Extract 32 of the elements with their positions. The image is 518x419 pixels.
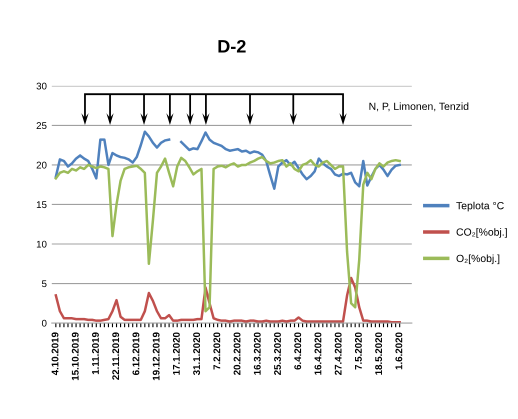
x-tick-label: 27.4.2020 [334, 332, 342, 375]
x-tick-label: 6.4.2020 [294, 332, 302, 370]
x-tick-label: 1.6.2020 [395, 332, 402, 370]
x-tick-label: 31.1.2020 [193, 332, 200, 376]
y-tick-label: 0 [42, 320, 47, 327]
x-tick-label: 18.5.2020 [375, 332, 382, 375]
x-tick-label: 1.11.2019 [92, 332, 99, 374]
x-tick-label: 7.2.2020 [213, 332, 220, 370]
x-tick-label: 6.12.2019 [132, 332, 140, 375]
x-tick-label: 4.10.2019 [52, 332, 58, 376]
x-tick-label: 22.11.2019 [112, 332, 120, 380]
y-tick-label: 25 [36, 122, 47, 130]
x-tick-label: 16.4.2020 [314, 332, 322, 375]
x-tick-label: 25.3.2020 [274, 332, 281, 375]
annotation: N, P, Limonen, Tenzid [369, 102, 468, 112]
legend-label: O₂[%obj.] [456, 254, 500, 264]
x-tick-label: 15.10.2019 [72, 332, 79, 380]
line-series [54, 276, 401, 324]
chart-title: D-2 [218, 40, 246, 53]
line-series [54, 156, 401, 312]
legend-label: CO₂[%obj.] [456, 228, 507, 238]
x-tick-label: 7.5.2020 [354, 332, 362, 370]
y-tick-label: 20 [36, 162, 47, 169]
y-tick-label: 30 [36, 82, 47, 90]
x-tick-label: 20.2.2020 [234, 332, 240, 375]
y-tick-label: 15 [36, 201, 47, 208]
y-tick-label: 5 [42, 280, 47, 288]
x-tick-label: 19.12.2019 [152, 332, 160, 380]
y-tick-label: 10 [36, 240, 47, 248]
legend-label: Teplota °C [456, 202, 504, 212]
x-tick-label: 16.3.2020 [254, 332, 261, 375]
x-tick-label: 17.1.2020 [172, 332, 180, 375]
